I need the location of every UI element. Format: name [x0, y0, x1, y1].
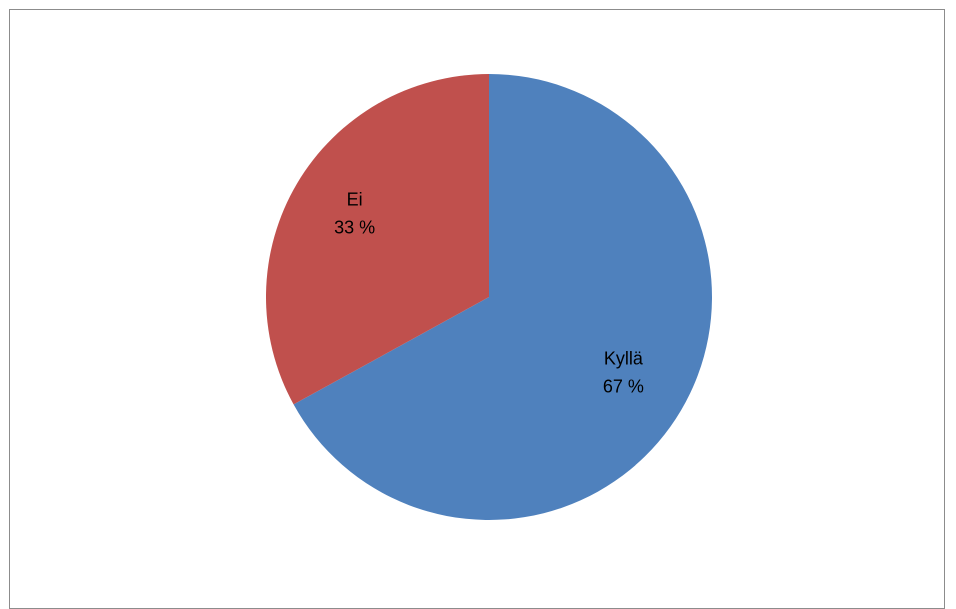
slice-label-name: Kyllä [604, 348, 644, 368]
pie-slice-kyll- [293, 74, 712, 520]
pie-labels: Kyllä 67 % Ei 33 % [334, 190, 644, 397]
slice-label-value: 33 % [334, 218, 375, 238]
slice-label-value: 67 % [603, 376, 644, 396]
slice-label-name: Ei [347, 190, 363, 210]
pie-chart: Kyllä 67 % Ei 33 % [265, 73, 712, 520]
pie-slices [265, 73, 712, 520]
pie-slice-ei [265, 73, 489, 405]
